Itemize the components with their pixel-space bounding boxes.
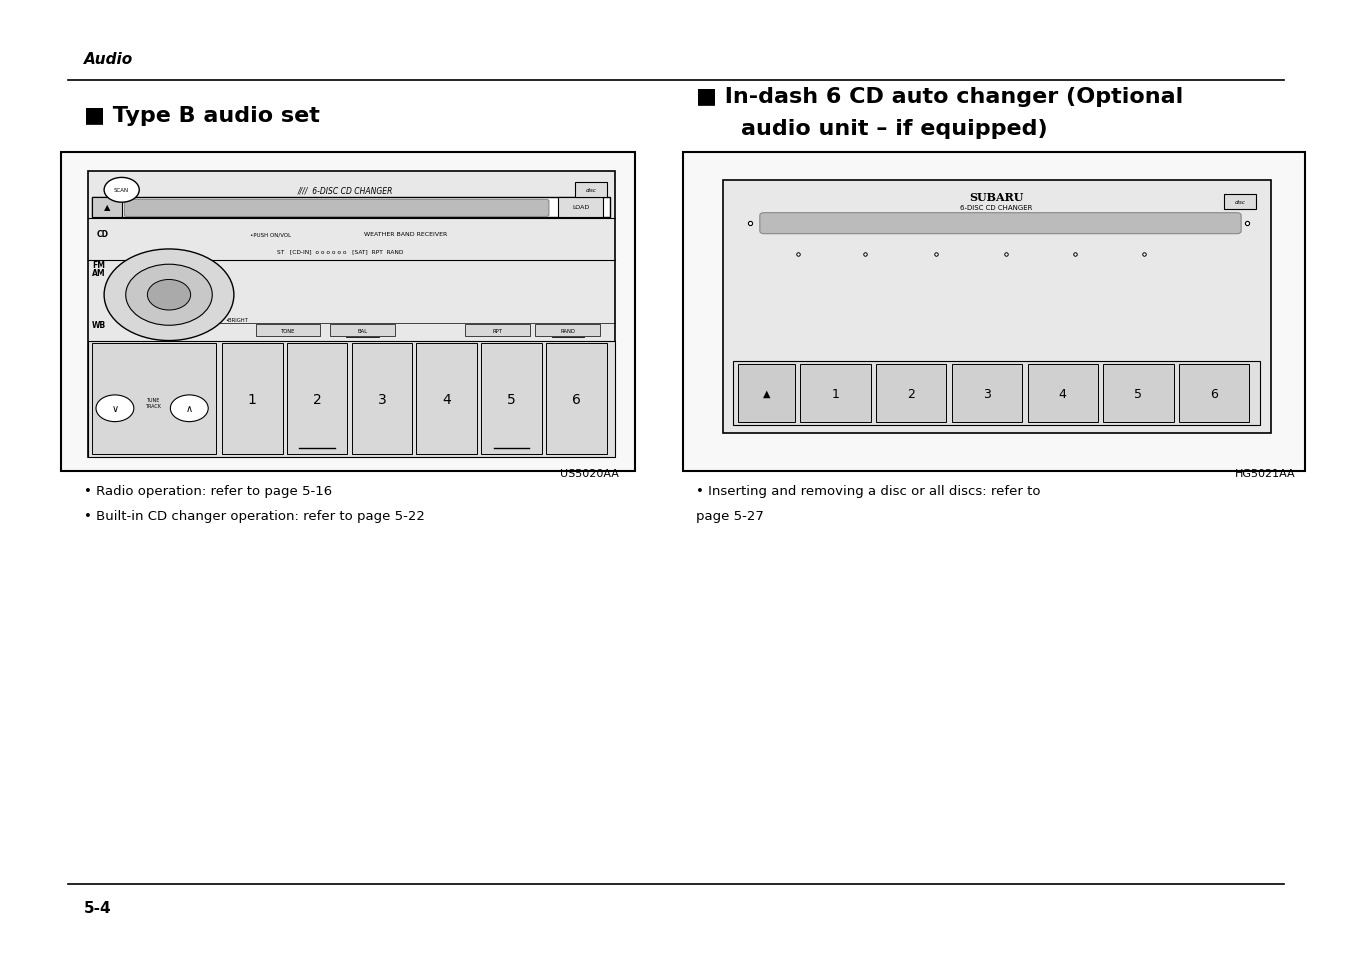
Text: ∨: ∨ bbox=[111, 404, 119, 414]
FancyBboxPatch shape bbox=[92, 198, 122, 217]
Text: BAL: BAL bbox=[357, 328, 368, 334]
FancyBboxPatch shape bbox=[723, 181, 1271, 434]
Text: 6-DISC CD CHANGER: 6-DISC CD CHANGER bbox=[960, 205, 1033, 211]
Text: FM: FM bbox=[92, 260, 105, 270]
FancyBboxPatch shape bbox=[124, 200, 549, 217]
Text: •PUSH ON/VOL: •PUSH ON/VOL bbox=[250, 232, 291, 237]
Text: 1: 1 bbox=[247, 393, 257, 406]
Text: CD: CD bbox=[97, 230, 108, 239]
Text: 4: 4 bbox=[442, 393, 452, 406]
Text: • Inserting and removing a disc or all discs: refer to: • Inserting and removing a disc or all d… bbox=[696, 484, 1041, 497]
Text: • Built-in CD changer operation: refer to page 5-22: • Built-in CD changer operation: refer t… bbox=[84, 510, 425, 523]
FancyBboxPatch shape bbox=[330, 325, 395, 336]
FancyBboxPatch shape bbox=[352, 344, 412, 455]
FancyBboxPatch shape bbox=[683, 152, 1305, 472]
Text: 3: 3 bbox=[377, 393, 387, 406]
Text: •BRIGHT: •BRIGHT bbox=[226, 317, 247, 323]
Circle shape bbox=[104, 250, 234, 341]
Text: 3: 3 bbox=[983, 387, 991, 400]
Text: 4: 4 bbox=[1059, 387, 1067, 400]
FancyBboxPatch shape bbox=[222, 344, 283, 455]
Text: SCAN: SCAN bbox=[114, 188, 130, 193]
Text: ▲: ▲ bbox=[763, 389, 771, 398]
FancyBboxPatch shape bbox=[952, 365, 1022, 422]
FancyBboxPatch shape bbox=[287, 344, 347, 455]
FancyBboxPatch shape bbox=[546, 344, 607, 455]
Text: ∧: ∧ bbox=[185, 404, 193, 414]
FancyBboxPatch shape bbox=[738, 365, 795, 422]
Text: 2: 2 bbox=[907, 387, 915, 400]
FancyBboxPatch shape bbox=[416, 344, 477, 455]
Text: TUNE
TRACK: TUNE TRACK bbox=[145, 397, 161, 409]
Text: HG5021AA: HG5021AA bbox=[1234, 469, 1295, 478]
Text: 5: 5 bbox=[507, 393, 516, 406]
Text: 1: 1 bbox=[831, 387, 840, 400]
FancyBboxPatch shape bbox=[575, 183, 607, 198]
Circle shape bbox=[126, 265, 212, 326]
Text: SUBARU: SUBARU bbox=[969, 192, 1023, 203]
Text: audio unit – if equipped): audio unit – if equipped) bbox=[741, 119, 1048, 138]
Text: • Radio operation: refer to page 5-16: • Radio operation: refer to page 5-16 bbox=[84, 484, 333, 497]
FancyBboxPatch shape bbox=[88, 172, 615, 457]
FancyBboxPatch shape bbox=[92, 344, 216, 455]
FancyBboxPatch shape bbox=[800, 365, 871, 422]
Text: 5: 5 bbox=[1134, 387, 1142, 400]
FancyBboxPatch shape bbox=[1179, 365, 1249, 422]
Text: disc: disc bbox=[1234, 199, 1245, 205]
FancyBboxPatch shape bbox=[61, 152, 635, 472]
FancyBboxPatch shape bbox=[465, 325, 530, 336]
Circle shape bbox=[170, 395, 208, 422]
Circle shape bbox=[104, 178, 139, 203]
Circle shape bbox=[96, 395, 134, 422]
Text: AM: AM bbox=[92, 269, 105, 278]
Text: disc: disc bbox=[585, 188, 596, 193]
FancyBboxPatch shape bbox=[481, 344, 542, 455]
Circle shape bbox=[147, 280, 191, 311]
FancyBboxPatch shape bbox=[88, 341, 615, 457]
Text: TONE: TONE bbox=[281, 328, 295, 334]
Text: LOAD: LOAD bbox=[572, 205, 589, 211]
Text: ▲: ▲ bbox=[104, 203, 110, 213]
Text: WEATHER BAND RECEIVER: WEATHER BAND RECEIVER bbox=[364, 232, 448, 237]
FancyBboxPatch shape bbox=[256, 325, 320, 336]
Text: RPT: RPT bbox=[492, 328, 503, 334]
Text: WB: WB bbox=[92, 320, 105, 330]
Text: 6: 6 bbox=[1210, 387, 1218, 400]
Text: Audio: Audio bbox=[84, 51, 132, 67]
Text: ■ Type B audio set: ■ Type B audio set bbox=[84, 107, 319, 126]
Text: 6: 6 bbox=[572, 393, 581, 406]
FancyBboxPatch shape bbox=[1028, 365, 1098, 422]
Text: page 5-27: page 5-27 bbox=[696, 510, 764, 523]
FancyBboxPatch shape bbox=[760, 213, 1241, 234]
FancyBboxPatch shape bbox=[535, 325, 600, 336]
Text: ////  6-DISC CD CHANGER: //// 6-DISC CD CHANGER bbox=[297, 186, 392, 195]
Text: ■ In-dash 6 CD auto changer (Optional: ■ In-dash 6 CD auto changer (Optional bbox=[696, 88, 1183, 107]
FancyBboxPatch shape bbox=[92, 198, 610, 217]
Text: ST   [CD-IN]  o o o o o o   [SAT]  RPT  RAND: ST [CD-IN] o o o o o o [SAT] RPT RAND bbox=[277, 249, 403, 254]
FancyBboxPatch shape bbox=[558, 198, 603, 217]
Text: RAND: RAND bbox=[560, 328, 576, 334]
FancyBboxPatch shape bbox=[1103, 365, 1174, 422]
Text: 5-4: 5-4 bbox=[84, 900, 111, 915]
Text: US5020AA: US5020AA bbox=[560, 469, 619, 478]
FancyBboxPatch shape bbox=[1224, 194, 1256, 210]
FancyBboxPatch shape bbox=[733, 361, 1260, 426]
Text: 2: 2 bbox=[312, 393, 322, 406]
FancyBboxPatch shape bbox=[876, 365, 946, 422]
